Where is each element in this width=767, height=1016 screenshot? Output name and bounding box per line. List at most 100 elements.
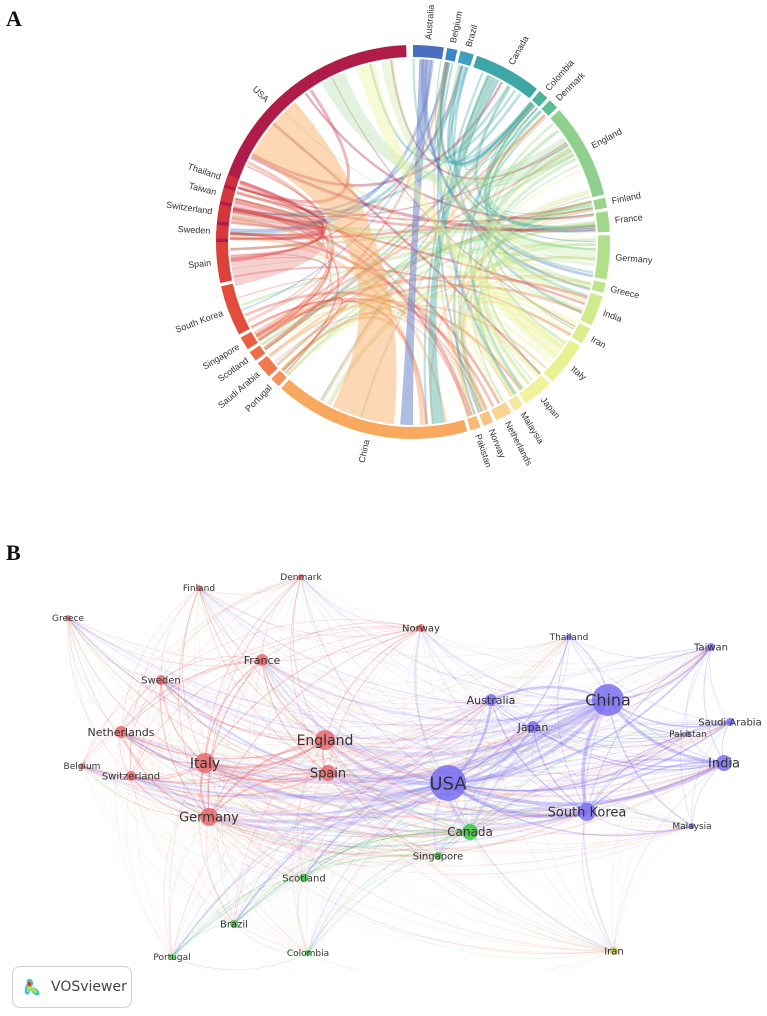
chord-arc-colombia — [531, 91, 548, 107]
node-south-korea: South Korea — [548, 803, 626, 821]
network-edges — [67, 576, 731, 970]
node-australia: Australia — [467, 694, 516, 707]
node-label: Singapore — [413, 852, 463, 863]
chord-arc-portugal — [271, 370, 287, 387]
chord-label: India — [602, 308, 624, 324]
chord-arc-norway — [479, 411, 494, 426]
chord-label: France — [614, 212, 643, 225]
chord-arc-south-korea — [221, 283, 250, 335]
network-map: Greece Finland Denmark Norway France Sweden Ne… — [52, 573, 762, 970]
chord-arc-india — [580, 292, 603, 326]
chord-arc-saudi-arabia — [257, 355, 278, 377]
node-label: Finland — [183, 584, 215, 594]
chord-arc-china — [281, 379, 468, 439]
node-label: Switzerland — [102, 772, 160, 783]
network-nodes: Greece Finland Denmark Norway France Sweden Ne… — [52, 573, 762, 963]
chord-arc-iran — [571, 323, 591, 344]
chord-arcs — [216, 45, 610, 439]
node-pakistan: Pakistan — [669, 730, 707, 740]
chord-arc-pakistan — [467, 415, 481, 431]
chord-arc-spain — [216, 242, 233, 283]
node-label: Canada — [447, 825, 493, 839]
node-sweden: Sweden — [141, 675, 181, 687]
node-label: China — [585, 691, 631, 710]
chord-ribbons — [230, 58, 597, 425]
chord-arc-greece — [591, 280, 606, 293]
node-switzerland: Switzerland — [102, 771, 160, 783]
node-canada: Canada — [447, 824, 493, 840]
node-label: France — [244, 654, 281, 667]
chord-label: Canada — [506, 34, 530, 66]
node-norway: Norway — [402, 624, 440, 635]
node-label: Italy — [190, 756, 220, 772]
node-denmark: Denmark — [280, 573, 322, 583]
chord-label: Australia — [423, 4, 436, 40]
node-spain: Spain — [310, 765, 346, 782]
panel-b-label: B — [6, 540, 21, 565]
node-label: Sweden — [141, 676, 181, 687]
chord-arc-japan — [519, 375, 550, 404]
chord-label: England — [590, 126, 624, 150]
node-label: Netherlands — [87, 726, 154, 739]
node-label: Colombia — [287, 949, 329, 959]
node-label: Brazil — [220, 920, 248, 931]
node-netherlands: Netherlands — [87, 726, 154, 739]
chord-arc-netherlands — [491, 402, 512, 421]
chord-arc-italy — [543, 340, 581, 382]
node-portugal: Portugal — [153, 953, 190, 963]
vosviewer-badge: VOSviewer — [12, 966, 132, 1008]
chord-arc-france — [595, 211, 610, 233]
vosviewer-label: VOSviewer — [51, 979, 127, 995]
node-label: India — [708, 757, 740, 772]
node-malaysia: Malaysia — [672, 822, 711, 832]
chord-label: Finland — [611, 190, 642, 206]
chord-arc-england — [550, 110, 605, 198]
chord-arc-malaysia — [508, 395, 524, 411]
node-saudi-arabia: Saudi Arabia — [698, 718, 761, 729]
node-colombia: Colombia — [287, 949, 329, 959]
chord-label: Belgium — [448, 10, 464, 44]
node-france: France — [244, 654, 281, 667]
vosviewer-logo-icon — [24, 978, 40, 996]
chord-label: Sweden — [178, 224, 211, 236]
node-finland: Finland — [183, 584, 215, 594]
chord-label: Japan — [539, 395, 562, 420]
chord-label: Iran — [589, 334, 607, 350]
chord-label: USA — [251, 84, 271, 104]
chord-label: Switzerland — [166, 200, 213, 217]
node-belgium: Belgium — [64, 762, 101, 772]
node-japan: Japan — [517, 721, 549, 734]
node-label: Belgium — [64, 762, 101, 772]
chord-arc-denmark — [541, 100, 558, 116]
chord-arc-scotland — [249, 345, 266, 361]
node-label: USA — [429, 773, 467, 794]
chord-arc-germany — [594, 235, 610, 280]
chord-label: Italy — [569, 364, 589, 382]
node-usa: USA — [429, 765, 467, 801]
node-label: Saudi Arabia — [698, 718, 761, 729]
node-label: Spain — [310, 767, 346, 782]
panel-a-label: A — [6, 6, 22, 31]
chord-arc-switzerland — [217, 204, 232, 223]
node-singapore: Singapore — [413, 852, 463, 863]
chord-arc-usa — [216, 45, 407, 242]
chord-label: Brazil — [464, 24, 480, 48]
chord-arc-canada — [473, 55, 537, 99]
chord-label: Greece — [609, 284, 640, 301]
node-label: Norway — [402, 624, 440, 635]
chord-label: South Korea — [174, 308, 224, 335]
node-label: Japan — [517, 721, 549, 734]
chord-arc-finland — [593, 197, 608, 210]
chord-arc-thailand — [224, 174, 240, 188]
chord-arc-australia — [413, 45, 444, 60]
node-label: Pakistan — [669, 730, 707, 740]
node-label: Australia — [467, 694, 516, 707]
chord-label: Spain — [188, 258, 212, 270]
node-brazil: Brazil — [220, 920, 248, 931]
chord-arc-singapore — [240, 331, 258, 350]
chord-label: Thailand — [186, 161, 222, 181]
node-label: Greece — [52, 614, 84, 624]
node-germany: Germany — [179, 808, 239, 826]
chord-arc-brazil — [457, 50, 474, 67]
